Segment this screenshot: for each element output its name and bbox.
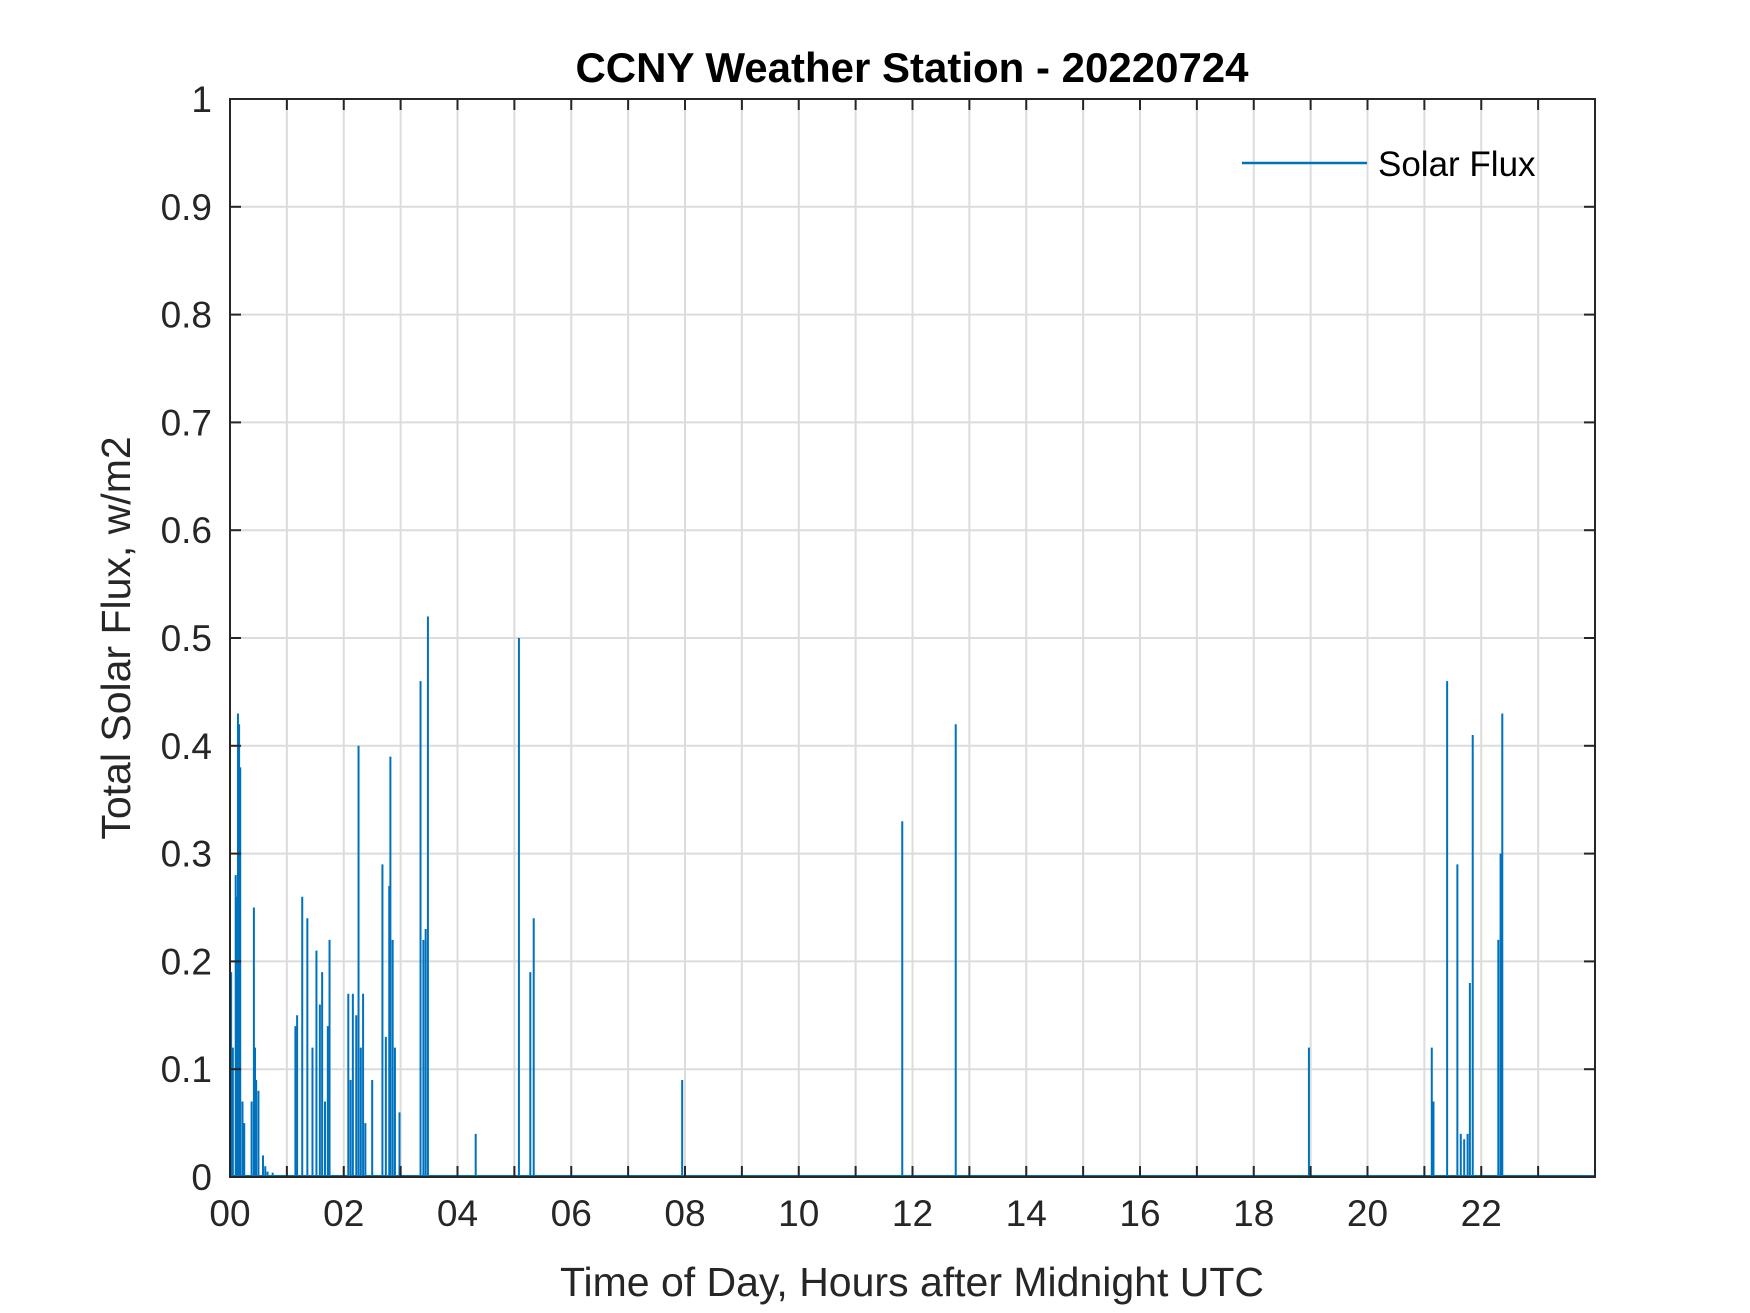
x-tick-label: 10: [778, 1193, 819, 1234]
x-tick-label: 16: [1119, 1193, 1160, 1234]
y-tick-label: 0.8: [161, 295, 212, 336]
y-tick-label: 0.3: [161, 834, 212, 875]
chart-title: CCNY Weather Station - 20220724: [575, 44, 1249, 91]
legend-label-solar-flux: Solar Flux: [1378, 145, 1536, 184]
y-tick-label: 0.6: [161, 510, 212, 551]
x-tick-label: 00: [209, 1193, 250, 1234]
x-tick-label: 18: [1233, 1193, 1274, 1234]
y-tick-labels: 0 0.1 0.2 0.3 0.4 0.5 0.6 0.7 0.8 0.9 1: [161, 79, 212, 1198]
y-tick-label: 0.4: [161, 726, 212, 767]
legend: Solar Flux: [1242, 145, 1536, 184]
axis-ticks: [230, 99, 1595, 1177]
y-tick-label: 0.5: [161, 618, 212, 659]
y-tick-label: 0.9: [161, 187, 212, 228]
x-tick-label: 14: [1006, 1193, 1047, 1234]
x-tick-label: 12: [892, 1193, 933, 1234]
y-tick-label: 1: [191, 79, 212, 120]
y-axis-label: Total Solar Flux, w/m2: [93, 436, 139, 839]
x-axis-label: Time of Day, Hours after Midnight UTC: [560, 1259, 1264, 1305]
solar-flux-series: [230, 616, 1595, 1177]
y-tick-label: 0.7: [161, 402, 212, 443]
x-tick-label: 02: [323, 1193, 364, 1234]
grid-lines: [230, 99, 1595, 1177]
x-tick-label: 20: [1347, 1193, 1388, 1234]
x-tick-labels: 00 02 04 06 08 10 12 14 16 18 20 22: [209, 1193, 1501, 1234]
y-tick-label: 0.2: [161, 941, 212, 982]
x-tick-label: 22: [1461, 1193, 1502, 1234]
x-tick-label: 04: [437, 1193, 478, 1234]
y-tick-label: 0: [191, 1157, 212, 1198]
y-tick-label: 0.1: [161, 1049, 212, 1090]
x-tick-label: 06: [551, 1193, 592, 1234]
x-tick-label: 08: [664, 1193, 705, 1234]
